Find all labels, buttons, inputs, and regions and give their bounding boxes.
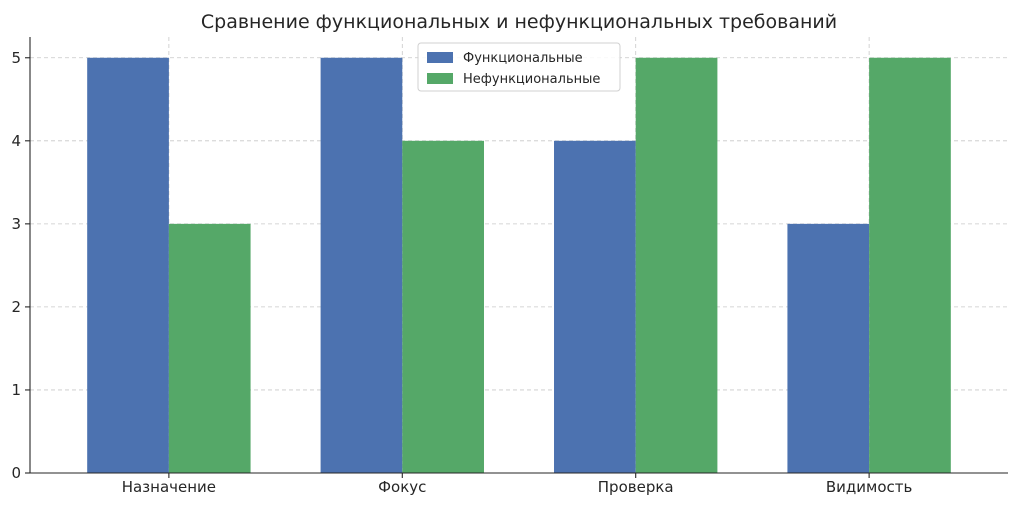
legend-box [417,42,621,92]
legend-label: Нефункциональные [463,72,600,87]
chart-title: Сравнение функциональных и нефункциональ… [201,11,837,33]
x-tick-label: Проверка [598,478,674,496]
bar-nonfunctional-2 [635,57,718,474]
bar-nonfunctional-3 [869,57,951,474]
y-tick-label: 1 [11,381,21,399]
y-tick-label: 5 [11,49,21,67]
legend-swatch [427,73,453,84]
legend-swatch [427,52,453,63]
bar-functional-0 [87,57,169,474]
bar-functional-3 [787,223,870,473]
y-tick-label: 2 [11,298,21,316]
axes: 0 1 2 3 4 5 Назначение Фокус Проверка Видимость [11,37,1008,496]
x-tick-label: Назначение [122,478,216,496]
bar-functional-1 [320,57,403,474]
x-tick-label: Фокус [378,478,426,496]
y-tick-label: 3 [11,215,21,233]
bar-functional-2 [554,140,636,474]
y-tick-label: 4 [11,132,21,150]
bar-nonfunctional-0 [168,223,251,473]
bar-nonfunctional-1 [402,140,484,474]
y-tick-label: 0 [11,464,21,482]
x-tick-label: Видимость [826,478,912,496]
bars [87,57,951,474]
legend-label: Функциональные [463,51,583,66]
legend: Функциональные Нефункциональные [417,42,621,92]
